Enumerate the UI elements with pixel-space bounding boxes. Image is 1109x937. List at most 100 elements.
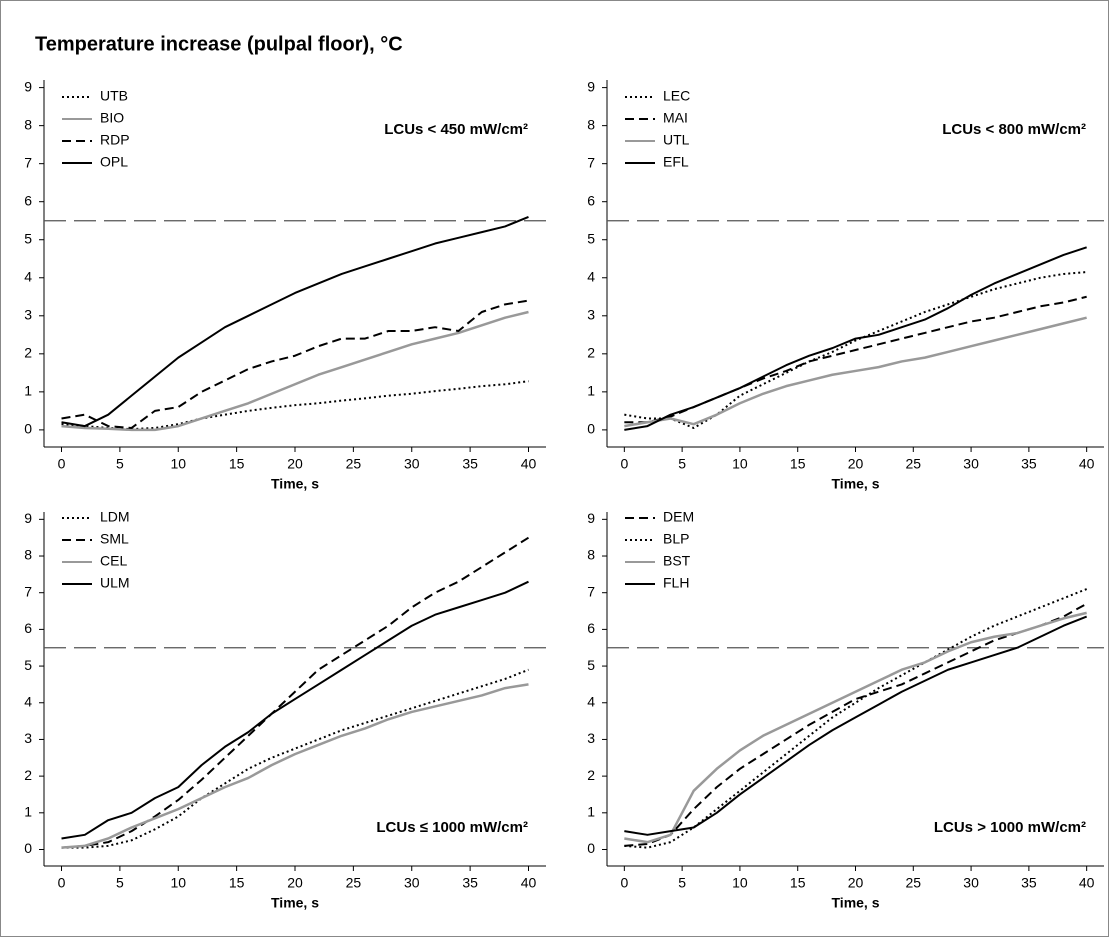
series-line [624, 316, 1087, 428]
series-line [61, 310, 529, 432]
y-tick-label: 0 [24, 421, 32, 437]
legend-label: EFL [663, 154, 689, 170]
x-tick-label: 10 [732, 875, 748, 891]
y-tick-label: 9 [587, 510, 595, 526]
x-tick-label: 35 [1021, 875, 1037, 891]
y-tick-label: 3 [587, 730, 595, 746]
y-tick-label: 8 [587, 116, 595, 132]
x-tick-label: 5 [678, 875, 686, 891]
y-tick-label: 1 [587, 383, 595, 399]
y-tick-label: 3 [587, 306, 595, 322]
y-tick-label: 8 [587, 547, 595, 563]
x-tick-label: 25 [346, 456, 362, 472]
series-line [61, 536, 530, 849]
y-tick-label: 5 [24, 230, 32, 246]
y-tick-label: 5 [24, 657, 32, 673]
series-line [624, 615, 1088, 836]
x-tick-label: 25 [906, 456, 922, 472]
y-tick-label: 8 [24, 547, 32, 563]
annotation: LCUs ≤ 1000 mW/cm² [376, 819, 528, 836]
x-tick-label: 30 [404, 456, 420, 472]
x-axis-label: Time, s [832, 476, 880, 492]
x-tick-label: 35 [462, 875, 478, 891]
y-tick-label: 7 [587, 583, 595, 599]
x-tick-label: 5 [678, 456, 686, 472]
y-tick-label: 9 [24, 510, 32, 526]
series-line [624, 602, 1088, 847]
series-line [61, 215, 529, 428]
series-line [624, 611, 1087, 844]
y-tick-label: 0 [24, 840, 32, 856]
y-tick-label: 4 [587, 268, 595, 284]
x-tick-label: 25 [906, 875, 922, 891]
x-tick-label: 10 [732, 456, 748, 472]
x-tick-label: 40 [1079, 875, 1095, 891]
y-tick-label: 9 [587, 78, 595, 94]
y-tick-label: 6 [24, 620, 32, 636]
series-line [61, 299, 529, 429]
legend-label: SML [100, 531, 129, 547]
x-tick-label: 30 [963, 875, 979, 891]
y-tick-label: 6 [587, 620, 595, 636]
legend-label: LDM [100, 509, 130, 525]
x-tick-label: 0 [58, 875, 66, 891]
x-tick-label: 10 [170, 456, 186, 472]
x-tick-label: 5 [116, 875, 124, 891]
y-tick-label: 7 [24, 583, 32, 599]
x-tick-label: 20 [287, 875, 303, 891]
x-tick-label: 15 [790, 456, 806, 472]
x-tick-label: 0 [58, 456, 66, 472]
y-tick-label: 2 [587, 345, 595, 361]
series-line [61, 380, 529, 431]
y-tick-label: 5 [587, 657, 595, 673]
x-tick-label: 5 [116, 456, 124, 472]
series-line [61, 580, 529, 840]
y-tick-label: 3 [24, 306, 32, 322]
y-tick-label: 0 [587, 421, 595, 437]
legend-label: ULM [100, 575, 130, 591]
x-axis-label: Time, s [271, 895, 319, 911]
annotation: LCUs < 450 mW/cm² [384, 121, 528, 138]
y-tick-label: 0 [587, 840, 595, 856]
legend-label: DEM [663, 509, 694, 525]
y-tick-label: 8 [24, 116, 32, 132]
y-tick-label: 5 [587, 230, 595, 246]
annotation: LCUs > 1000 mW/cm² [934, 819, 1086, 836]
x-tick-label: 20 [287, 456, 303, 472]
legend-label: MAI [663, 110, 688, 126]
legend-label: FLH [663, 575, 689, 591]
series-line [624, 246, 1087, 431]
legend-label: BST [663, 553, 691, 569]
y-tick-label: 1 [24, 804, 32, 820]
y-tick-label: 4 [587, 693, 595, 709]
legend-label: UTL [663, 132, 690, 148]
x-tick-label: 0 [620, 456, 628, 472]
x-tick-label: 30 [404, 875, 420, 891]
legend-label: LEC [663, 88, 690, 104]
series-line [624, 271, 1087, 429]
y-tick-label: 4 [24, 268, 32, 284]
x-tick-label: 15 [229, 456, 245, 472]
legend-label: RDP [100, 132, 130, 148]
y-tick-label: 9 [24, 78, 32, 94]
x-tick-label: 30 [963, 456, 979, 472]
chart-title: Temperature increase (pulpal floor), °C [35, 33, 403, 55]
y-tick-label: 4 [24, 693, 32, 709]
x-tick-label: 20 [848, 456, 864, 472]
x-tick-label: 40 [1079, 456, 1095, 472]
x-tick-label: 35 [1021, 456, 1037, 472]
x-tick-label: 40 [521, 456, 537, 472]
y-tick-label: 2 [587, 767, 595, 783]
y-tick-label: 1 [24, 383, 32, 399]
legend-label: CEL [100, 553, 127, 569]
y-tick-label: 6 [24, 192, 32, 208]
y-tick-label: 6 [587, 192, 595, 208]
y-tick-label: 7 [587, 154, 595, 170]
legend-label: OPL [100, 154, 128, 170]
x-tick-label: 25 [346, 875, 362, 891]
x-tick-label: 15 [790, 875, 806, 891]
y-tick-label: 3 [24, 730, 32, 746]
y-tick-label: 2 [24, 345, 32, 361]
x-tick-label: 35 [462, 456, 478, 472]
